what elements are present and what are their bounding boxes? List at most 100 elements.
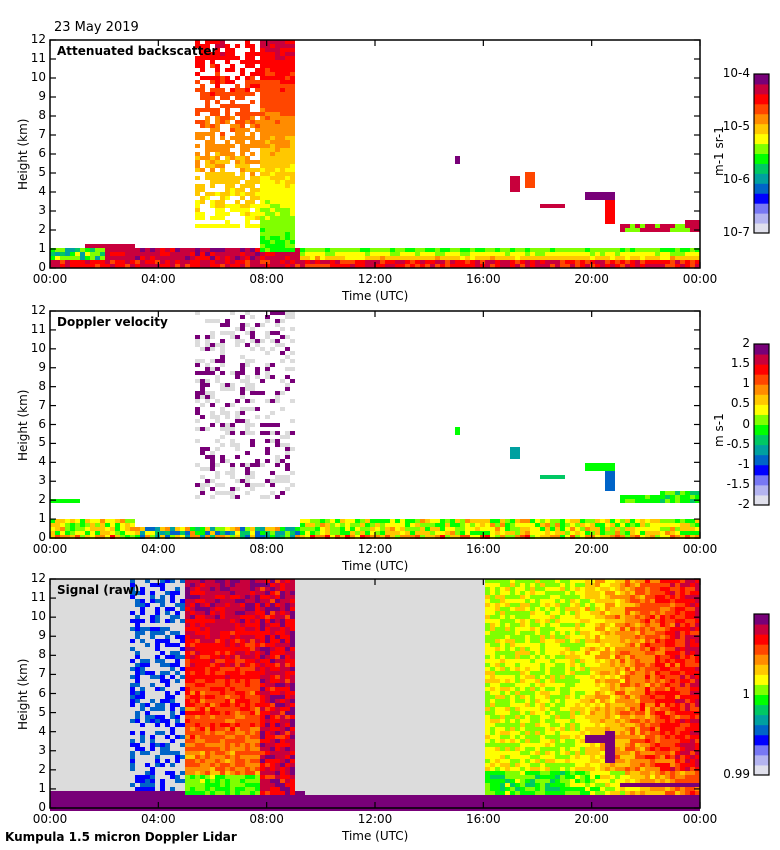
heatmap-cell bbox=[235, 715, 240, 719]
heatmap-cell bbox=[140, 619, 145, 623]
heatmap-cell bbox=[195, 335, 200, 339]
heatmap-cell bbox=[695, 491, 700, 495]
heatmap-cell bbox=[245, 200, 250, 204]
heatmap-cell bbox=[325, 264, 330, 268]
heatmap-cell bbox=[255, 160, 260, 164]
y-tick-label: 9 bbox=[38, 89, 46, 103]
heatmap-cell bbox=[520, 591, 525, 595]
heatmap-cell bbox=[70, 256, 75, 260]
heatmap-cell bbox=[205, 783, 210, 787]
heatmap-cell bbox=[170, 751, 175, 755]
heatmap-cell bbox=[565, 531, 570, 535]
heatmap-cell bbox=[265, 335, 270, 339]
heatmap-cell bbox=[260, 347, 265, 351]
heatmap-cell bbox=[195, 495, 200, 499]
heatmap-cell bbox=[275, 479, 280, 483]
heatmap-cell bbox=[265, 76, 270, 80]
colorbar-swatch bbox=[754, 344, 769, 355]
heatmap-cell bbox=[570, 264, 575, 268]
heatmap-cell bbox=[150, 595, 155, 599]
colorbar-swatch bbox=[754, 203, 769, 214]
heatmap-cell bbox=[290, 60, 295, 64]
heatmap-cell bbox=[200, 591, 205, 595]
heatmap-cell bbox=[265, 479, 270, 483]
heatmap-cell bbox=[280, 220, 285, 224]
heatmap-cell bbox=[250, 327, 255, 331]
heatmap-cell bbox=[275, 647, 280, 651]
heatmap-cell bbox=[245, 52, 250, 56]
heatmap-cell bbox=[270, 627, 275, 631]
heatmap-cell bbox=[220, 180, 225, 184]
heatmap-cell bbox=[240, 92, 245, 96]
heatmap-cell bbox=[495, 643, 500, 647]
heatmap-cell bbox=[245, 471, 250, 475]
heatmap-cell bbox=[515, 763, 520, 767]
heatmap-cell bbox=[505, 579, 510, 583]
heatmap-cell bbox=[370, 531, 375, 535]
heatmap-cell bbox=[290, 204, 295, 208]
heatmap-cell bbox=[690, 220, 695, 224]
heatmap-cell bbox=[555, 256, 560, 260]
heatmap-cell bbox=[240, 603, 245, 607]
heatmap-cell bbox=[265, 168, 270, 172]
heatmap-cell bbox=[220, 583, 225, 587]
heatmap-cell bbox=[285, 311, 290, 315]
heatmap-cell bbox=[250, 56, 255, 60]
heatmap-cell bbox=[230, 735, 235, 739]
heatmap-cell bbox=[490, 256, 495, 260]
heatmap-cell bbox=[220, 148, 225, 152]
heatmap-cell bbox=[235, 343, 240, 347]
heatmap-cell bbox=[70, 252, 75, 256]
heatmap-cell bbox=[490, 619, 495, 623]
heatmap-cell bbox=[245, 60, 250, 64]
heatmap-cell bbox=[610, 527, 615, 531]
heatmap-cell bbox=[90, 248, 95, 252]
heatmap-cell bbox=[250, 76, 255, 80]
heatmap-cell bbox=[520, 527, 525, 531]
heatmap-cell bbox=[225, 783, 230, 787]
heatmap-cell bbox=[220, 787, 225, 791]
heatmap-cell bbox=[200, 415, 205, 419]
heatmap-cell bbox=[305, 256, 310, 260]
heatmap-cell bbox=[560, 204, 565, 208]
heatmap-cell bbox=[345, 260, 350, 264]
heatmap-cell bbox=[280, 739, 285, 743]
heatmap-cell bbox=[270, 84, 275, 88]
heatmap-cell bbox=[265, 723, 270, 727]
heatmap-cell bbox=[685, 527, 690, 531]
heatmap-cell bbox=[190, 667, 195, 671]
heatmap-cell bbox=[180, 807, 185, 811]
heatmap-cell bbox=[615, 527, 620, 531]
heatmap-cell bbox=[515, 711, 520, 715]
heatmap-cell bbox=[230, 675, 235, 679]
heatmap-cell bbox=[290, 244, 295, 248]
heatmap-cell bbox=[235, 807, 240, 811]
heatmap-cell bbox=[200, 767, 205, 771]
heatmap-cell bbox=[350, 795, 355, 799]
heatmap-cell bbox=[245, 180, 250, 184]
heatmap-cell bbox=[575, 527, 580, 531]
heatmap-cell bbox=[270, 803, 275, 807]
heatmap-cell bbox=[190, 795, 195, 799]
heatmap-cell bbox=[255, 591, 260, 595]
heatmap-cell bbox=[240, 751, 245, 755]
heatmap-cell bbox=[505, 635, 510, 639]
heatmap-cell bbox=[235, 192, 240, 196]
heatmap-cell bbox=[305, 260, 310, 264]
heatmap-cell bbox=[505, 771, 510, 775]
heatmap-cell bbox=[195, 156, 200, 160]
heatmap-cell bbox=[230, 427, 235, 431]
heatmap-cell bbox=[240, 463, 245, 467]
heatmap-cell bbox=[225, 707, 230, 711]
heatmap-cell bbox=[175, 256, 180, 260]
heatmap-cell bbox=[60, 791, 65, 795]
heatmap-cell bbox=[50, 252, 55, 256]
heatmap-cell bbox=[490, 639, 495, 643]
heatmap-cell bbox=[130, 244, 135, 248]
heatmap-cell bbox=[625, 499, 630, 503]
heatmap-cell bbox=[390, 527, 395, 531]
heatmap-cell bbox=[200, 595, 205, 599]
heatmap-cell bbox=[260, 703, 265, 707]
heatmap-cell bbox=[510, 675, 515, 679]
heatmap-cell bbox=[675, 228, 680, 232]
